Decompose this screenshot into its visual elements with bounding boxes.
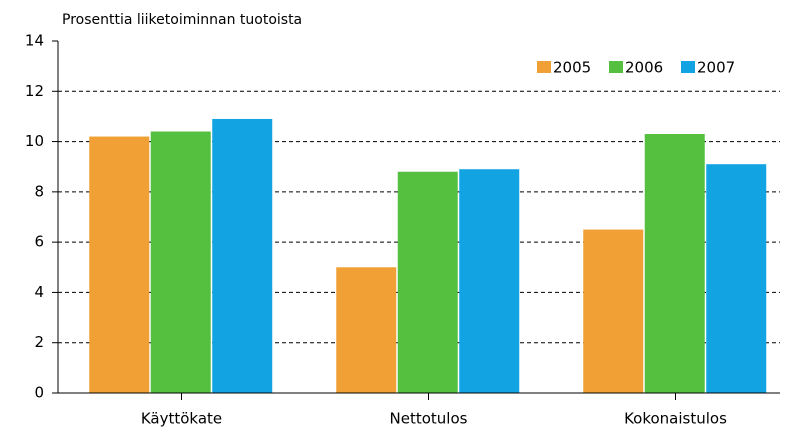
x-tick-label: Käyttökate: [141, 410, 222, 428]
y-tick-label: 6: [34, 233, 44, 251]
legend-swatch: [609, 61, 623, 73]
y-tick-label: 10: [25, 132, 44, 150]
chart-title: Prosenttia liiketoiminnan tuotoista: [62, 12, 302, 28]
y-tick-label: 4: [34, 283, 44, 301]
legend-label: 2006: [625, 59, 663, 77]
y-tick-label: 12: [25, 82, 44, 100]
bar: [459, 169, 520, 393]
y-tick-label: 0: [34, 384, 44, 402]
bar: [397, 171, 458, 393]
y-tick-label: 2: [34, 333, 44, 351]
legend-swatch: [537, 61, 551, 73]
bar: [583, 229, 644, 393]
bar: [336, 267, 397, 393]
legend-label: 2005: [553, 59, 591, 77]
x-tick-label: Nettotulos: [390, 410, 468, 428]
bar: [644, 134, 705, 393]
legend-label: 2007: [697, 59, 735, 77]
x-tick-label: Kokonaistulos: [624, 410, 727, 428]
bar: [150, 131, 211, 393]
bar: [212, 118, 273, 393]
bar: [706, 164, 767, 393]
legend-swatch: [681, 61, 695, 73]
y-tick-label: 8: [34, 182, 44, 200]
bar: [89, 136, 150, 394]
y-tick-label: 14: [25, 32, 44, 50]
